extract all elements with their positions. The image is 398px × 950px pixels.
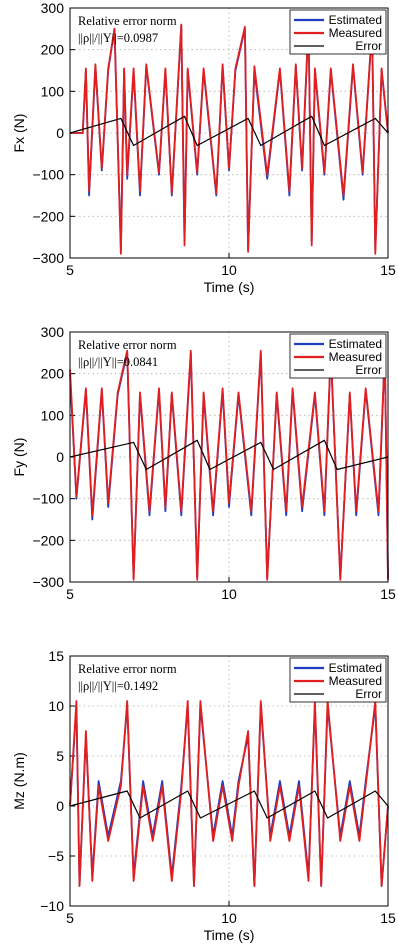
y-tick-label: −100	[32, 167, 64, 183]
y-tick-label: 200	[41, 366, 65, 382]
y-tick-label: 0	[56, 449, 64, 465]
legend-label-error: Error	[355, 687, 382, 701]
y-tick-label: 10	[48, 698, 64, 714]
y-tick-label: 0	[56, 798, 64, 814]
y-tick-label: −100	[32, 491, 64, 507]
y-tick-label: −10	[40, 898, 64, 914]
legend-label-measured: Measured	[329, 26, 382, 40]
legend-label-measured: Measured	[329, 350, 382, 364]
legend-label-error: Error	[355, 39, 382, 53]
y-tick-label: −300	[32, 250, 64, 266]
error-norm-value: ||ρ||/||Y||=0.1492	[78, 679, 158, 693]
y-tick-label: 15	[48, 648, 64, 664]
x-tick-label: 15	[380, 586, 396, 602]
x-tick-label: 5	[66, 262, 74, 278]
x-tick-label: 5	[66, 586, 74, 602]
y-tick-label: 300	[41, 0, 65, 16]
error-norm-title: Relative error norm	[78, 338, 177, 352]
y-tick-label: 0	[56, 125, 64, 141]
x-tick-label: 10	[221, 910, 237, 926]
x-axis-label: Time (s)	[204, 927, 255, 943]
y-tick-label: 5	[56, 748, 64, 764]
error-norm-title: Relative error norm	[78, 14, 177, 28]
x-tick-label: 15	[380, 262, 396, 278]
y-tick-label: −300	[32, 574, 64, 590]
error-norm-title: Relative error norm	[78, 662, 177, 676]
x-tick-label: 15	[380, 910, 396, 926]
legend-label-measured: Measured	[329, 674, 382, 688]
legend-label-error: Error	[355, 363, 382, 377]
x-tick-label: 5	[66, 910, 74, 926]
y-tick-label: 300	[41, 324, 65, 340]
x-tick-label: 10	[221, 586, 237, 602]
y-tick-label: −200	[32, 208, 64, 224]
error-norm-value: ||ρ||/||Y||=0.0987	[78, 31, 158, 45]
y-tick-label: 200	[41, 42, 65, 58]
y-tick-label: −200	[32, 532, 64, 548]
y-axis-label: Mz (N.m)	[11, 752, 27, 810]
y-tick-label: −5	[48, 848, 64, 864]
x-tick-label: 10	[221, 262, 237, 278]
y-tick-label: 100	[41, 83, 65, 99]
y-tick-label: 100	[41, 407, 65, 423]
x-axis-label: Time (s)	[204, 279, 255, 295]
legend-label-estimated: Estimated	[329, 337, 382, 351]
error-norm-value: ||ρ||/||Y||=0.0841	[78, 355, 158, 369]
y-axis-label: Fy (N)	[11, 438, 27, 477]
legend-label-estimated: Estimated	[329, 13, 382, 27]
legend-label-estimated: Estimated	[329, 661, 382, 675]
y-axis-label: Fx (N)	[11, 114, 27, 153]
